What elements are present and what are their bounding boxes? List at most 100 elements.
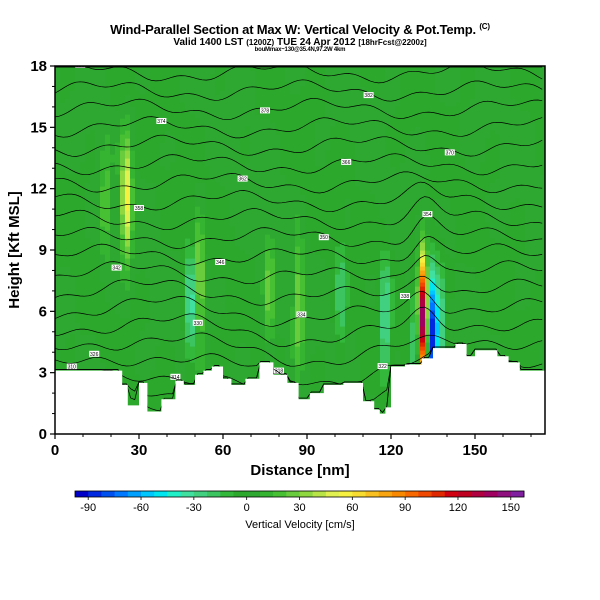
w-cell xyxy=(75,146,81,151)
w-cell xyxy=(240,374,246,379)
w-cell xyxy=(95,130,101,135)
w-cell xyxy=(55,366,61,371)
w-cell xyxy=(65,146,71,151)
w-cell xyxy=(270,334,276,339)
w-cell xyxy=(240,278,246,283)
w-cell xyxy=(255,242,261,247)
w-cell xyxy=(190,130,196,135)
w-cell xyxy=(150,174,156,179)
w-cell xyxy=(125,322,131,327)
w-cell xyxy=(170,330,176,335)
w-cell xyxy=(135,314,141,319)
w-cell xyxy=(285,94,291,99)
w-cell xyxy=(320,278,326,283)
w-cell xyxy=(265,298,271,303)
w-cell xyxy=(260,190,266,195)
w-cell xyxy=(320,330,326,335)
w-cell xyxy=(170,146,176,151)
w-cell xyxy=(170,314,176,319)
w-cell xyxy=(110,66,116,71)
w-cell xyxy=(205,190,211,195)
w-cell xyxy=(225,170,231,175)
w-cell xyxy=(265,218,271,223)
w-cell xyxy=(230,130,236,135)
w-cell xyxy=(145,270,151,275)
w-cell xyxy=(60,322,66,327)
w-cell xyxy=(125,126,131,131)
w-cell xyxy=(245,214,251,219)
w-cell xyxy=(240,86,246,91)
w-cell xyxy=(65,294,71,299)
w-cell xyxy=(125,286,131,291)
w-cell xyxy=(290,146,296,151)
w-cell xyxy=(115,130,121,135)
w-cell xyxy=(125,150,131,155)
w-cell xyxy=(320,346,326,351)
w-cell xyxy=(225,282,231,287)
w-cell xyxy=(285,282,291,287)
w-cell xyxy=(165,242,171,247)
w-cell xyxy=(280,266,286,271)
w-cell xyxy=(150,390,156,395)
w-cell xyxy=(200,206,206,211)
w-cell xyxy=(70,238,76,243)
w-cell xyxy=(145,394,151,399)
w-cell xyxy=(170,342,176,347)
w-cell xyxy=(300,74,306,79)
w-cell xyxy=(245,182,251,187)
w-cell xyxy=(160,366,166,371)
w-cell xyxy=(205,282,211,287)
w-cell xyxy=(110,214,116,219)
w-cell xyxy=(180,94,186,99)
w-cell xyxy=(305,138,311,143)
w-cell xyxy=(245,354,251,359)
w-cell xyxy=(150,182,156,187)
w-cell xyxy=(150,346,156,351)
w-cell xyxy=(150,262,156,267)
w-cell xyxy=(235,166,241,171)
w-cell xyxy=(60,122,66,127)
w-cell xyxy=(290,378,296,383)
w-cell xyxy=(65,198,71,203)
w-cell xyxy=(185,206,191,211)
w-cell xyxy=(55,290,61,295)
w-cell xyxy=(90,230,96,235)
w-cell xyxy=(60,142,66,147)
w-cell xyxy=(240,350,246,355)
w-cell xyxy=(235,234,241,239)
w-cell xyxy=(235,306,241,311)
w-cell xyxy=(195,306,201,311)
w-cell xyxy=(100,278,106,283)
w-cell xyxy=(205,146,211,151)
w-cell xyxy=(220,194,226,199)
w-cell xyxy=(55,282,61,287)
w-cell xyxy=(90,282,96,287)
w-cell xyxy=(280,190,286,195)
w-cell xyxy=(100,114,106,119)
w-cell xyxy=(240,146,246,151)
w-cell xyxy=(295,110,301,115)
w-cell xyxy=(190,106,196,111)
w-cell xyxy=(80,78,86,83)
w-cell xyxy=(155,174,161,179)
w-cell xyxy=(190,378,196,383)
w-cell xyxy=(75,266,81,271)
w-cell xyxy=(95,274,101,279)
w-cell xyxy=(255,314,261,319)
w-cell xyxy=(255,206,261,211)
w-cell xyxy=(60,222,66,227)
w-cell xyxy=(105,318,111,323)
w-cell xyxy=(300,334,306,339)
w-cell xyxy=(270,258,276,263)
w-cell xyxy=(315,238,321,243)
w-cell xyxy=(155,190,161,195)
w-cell xyxy=(280,74,286,79)
w-cell xyxy=(150,138,156,143)
w-cell xyxy=(165,262,171,267)
w-cell xyxy=(125,238,131,243)
w-cell xyxy=(265,150,271,155)
w-cell xyxy=(75,162,81,167)
w-cell xyxy=(65,254,71,259)
w-cell xyxy=(110,242,116,247)
w-cell xyxy=(185,86,191,91)
